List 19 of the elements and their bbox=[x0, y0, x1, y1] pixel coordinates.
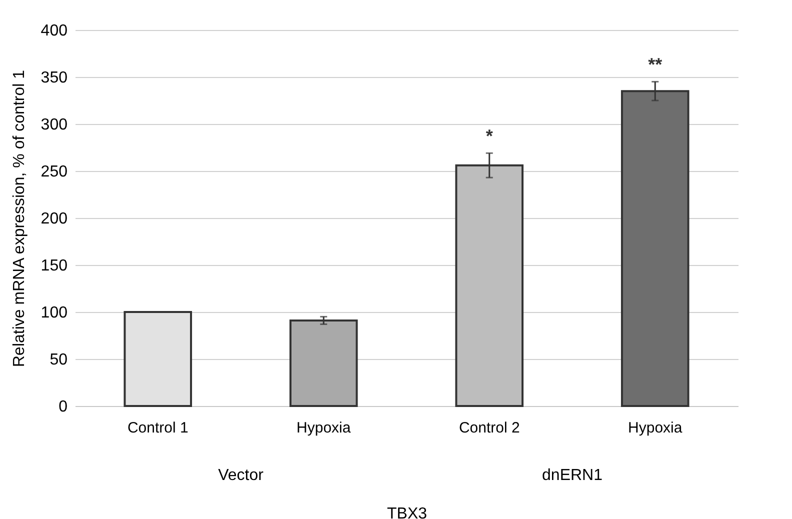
x-tick-label: Hypoxia bbox=[628, 420, 683, 436]
x-tick-label: Control 1 bbox=[127, 420, 188, 436]
y-tick-label: 400 bbox=[40, 22, 68, 40]
y-tick-label: 250 bbox=[40, 164, 68, 180]
x-tick-label: Control 2 bbox=[458, 420, 520, 436]
y-tick-label: 150 bbox=[40, 258, 68, 274]
x-axis-title: TBX3 bbox=[386, 506, 428, 519]
annotation: * bbox=[486, 126, 493, 146]
y-tick-label: 300 bbox=[40, 116, 68, 134]
text: Vector bbox=[218, 467, 264, 484]
text: dnERN1 bbox=[542, 467, 603, 484]
y-tick-label: 50 bbox=[50, 352, 68, 368]
y-tick-label: 350 bbox=[40, 70, 68, 86]
y-tick-label: 200 bbox=[40, 210, 68, 228]
y-tick-label: 0 bbox=[58, 398, 68, 416]
y-axis-title: Relative mRNA expression, % of control 1 bbox=[10, 70, 28, 368]
annotation: ** bbox=[648, 54, 662, 75]
y-tick-label: 100 bbox=[40, 304, 68, 322]
x-tick-label: Hypoxia bbox=[296, 420, 352, 436]
